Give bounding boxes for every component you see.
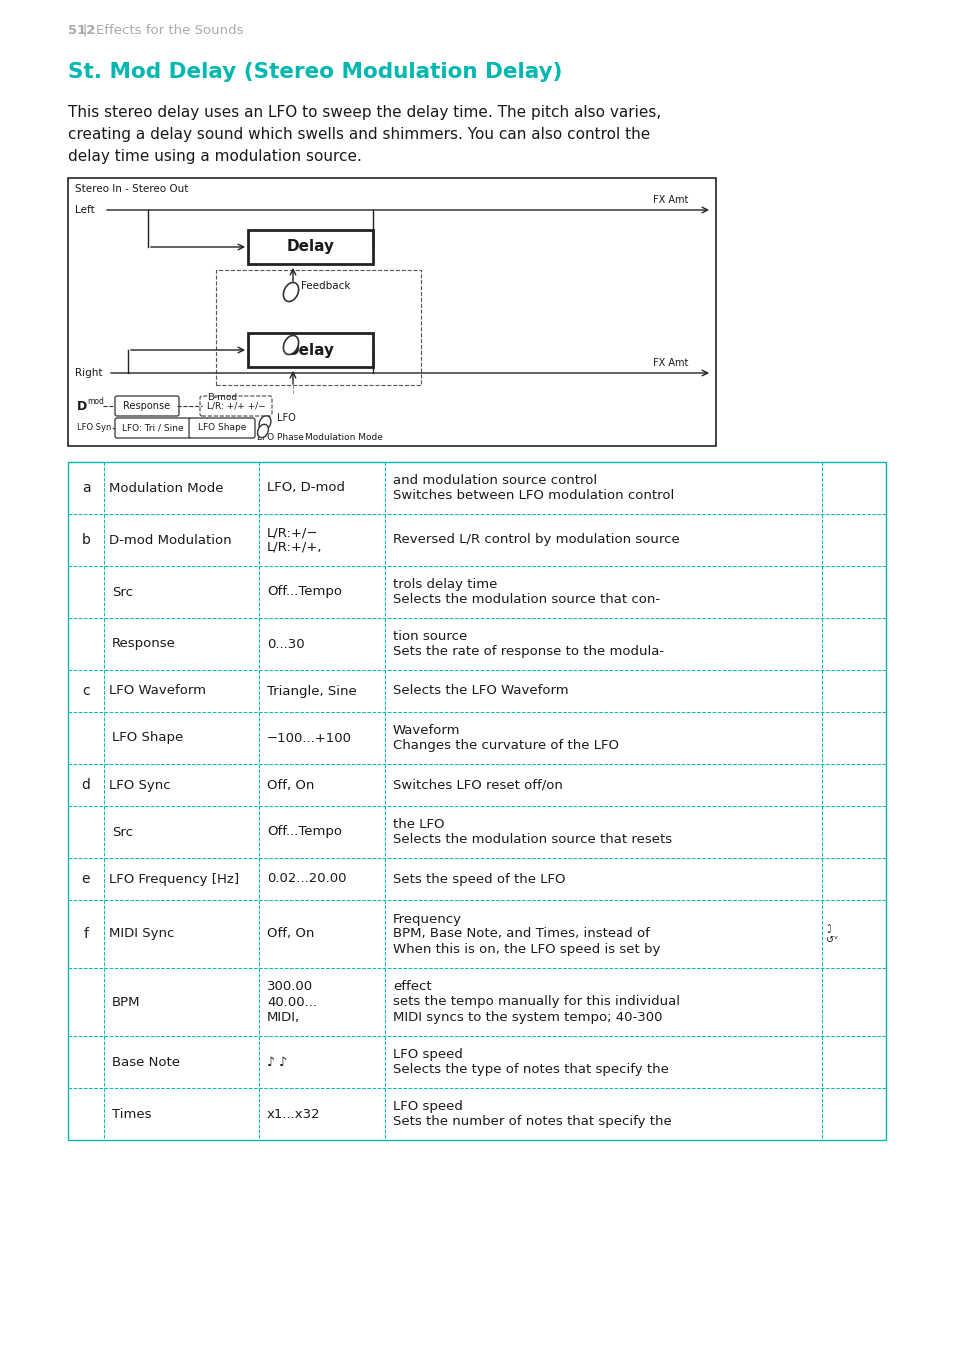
Text: mod: mod [87,397,104,405]
Text: When this is on, the LFO speed is set by: When this is on, the LFO speed is set by [393,942,659,956]
Ellipse shape [257,424,268,437]
Text: x1...x32: x1...x32 [267,1108,320,1121]
Text: Selects the type of notes that specify the: Selects the type of notes that specify t… [393,1063,668,1076]
Text: Delay: Delay [286,240,335,255]
Text: LFO, D-mod: LFO, D-mod [267,482,345,494]
Text: Frequency: Frequency [393,913,461,926]
Ellipse shape [283,336,298,355]
Text: LFO speed: LFO speed [393,1048,462,1062]
Text: LFO: Tri / Sine: LFO: Tri / Sine [122,424,184,432]
Text: MIDI,: MIDI, [267,1010,300,1024]
Text: ♪ ♪: ♪ ♪ [267,1056,287,1068]
Text: sets the tempo manually for this individual: sets the tempo manually for this individ… [393,995,679,1009]
Text: Waveform: Waveform [393,724,460,737]
Text: Reversed L/R control by modulation source: Reversed L/R control by modulation sourc… [393,533,679,547]
Text: and modulation source control: and modulation source control [393,474,597,487]
FancyBboxPatch shape [115,395,179,416]
Text: This stereo delay uses an LFO to sweep the delay time. The pitch also varies,: This stereo delay uses an LFO to sweep t… [68,104,660,119]
Text: D: D [77,399,87,413]
Text: ↺ᵛ: ↺ᵛ [825,936,838,945]
Text: BPM: BPM [112,995,140,1009]
Text: 0...30: 0...30 [267,638,304,650]
FancyBboxPatch shape [189,418,254,437]
Text: Src: Src [112,585,132,598]
Text: 512: 512 [68,23,95,37]
Text: MIDI Sync: MIDI Sync [109,927,174,941]
Text: FX Amt: FX Amt [652,357,688,368]
Text: MIDI syncs to the system tempo; 40-300: MIDI syncs to the system tempo; 40-300 [393,1010,661,1024]
Text: Src: Src [112,826,132,838]
Text: Modulation Mode: Modulation Mode [305,432,382,441]
Text: D-mod: D-mod [207,394,237,402]
Text: a: a [82,481,91,496]
Text: Selects the modulation source that resets: Selects the modulation source that reset… [393,833,672,846]
Text: delay time using a modulation source.: delay time using a modulation source. [68,149,361,164]
Bar [68,462,885,1140]
Text: 0.02...20.00: 0.02...20.00 [267,872,346,886]
Text: the LFO: the LFO [393,818,444,831]
Text: c: c [82,684,90,699]
Text: L/R:+/−: L/R:+/− [267,525,318,539]
Text: d: d [81,779,91,792]
Text: b: b [81,533,91,547]
FancyBboxPatch shape [115,418,191,437]
Text: LFO Shape: LFO Shape [112,731,183,745]
Text: Response: Response [123,401,171,412]
Ellipse shape [259,416,271,431]
Text: LFO Frequency [Hz]: LFO Frequency [Hz] [109,872,239,886]
Text: Triangle, Sine: Triangle, Sine [267,685,356,697]
Text: LFO Syn: LFO Syn [77,424,112,432]
Text: Changes the curvature of the LFO: Changes the curvature of the LFO [393,739,618,751]
Text: St. Mod Delay (Stereo Modulation Delay): St. Mod Delay (Stereo Modulation Delay) [68,62,562,83]
Text: creating a delay sound which swells and shimmers. You can also control the: creating a delay sound which swells and … [68,126,650,142]
Text: FX Amt: FX Amt [652,195,688,204]
Text: Sets the speed of the LFO: Sets the speed of the LFO [393,872,565,886]
Text: D-mod Modulation: D-mod Modulation [109,533,232,547]
Bar [68,177,716,445]
Text: LFO: LFO [276,413,295,422]
Text: LFO speed: LFO speed [393,1099,462,1113]
Text: tion source: tion source [393,630,467,643]
Text: Modulation Mode: Modulation Mode [109,482,223,494]
Text: LFO Phase: LFO Phase [256,432,304,441]
Text: trols delay time: trols delay time [393,578,497,590]
Bar [248,333,373,367]
Text: Left: Left [75,204,94,215]
Text: LFO Waveform: LFO Waveform [109,685,206,697]
Text: Stereo In - Stereo Out: Stereo In - Stereo Out [75,184,188,194]
Text: L/R: +/+ +/−: L/R: +/+ +/− [207,402,265,410]
Text: |: | [82,23,87,37]
Text: Delay: Delay [286,343,335,357]
Text: ♩̂: ♩̂ [825,925,830,936]
Text: 40.00...: 40.00... [267,995,316,1009]
Text: Off, On: Off, On [267,927,314,941]
Text: Switches between LFO modulation control: Switches between LFO modulation control [393,489,674,502]
Bar [215,269,420,385]
Text: LFO Shape: LFO Shape [197,424,246,432]
Text: −100...+100: −100...+100 [267,731,352,745]
Text: effect: effect [393,980,431,994]
Text: LFO Sync: LFO Sync [109,779,171,792]
Bar [248,230,373,264]
Text: Selects the LFO Waveform: Selects the LFO Waveform [393,685,568,697]
Text: Feedback: Feedback [301,282,350,291]
Text: Base Note: Base Note [112,1056,180,1068]
Text: Off...Tempo: Off...Tempo [267,826,341,838]
Text: Response: Response [112,638,175,650]
Text: Times: Times [112,1108,152,1121]
Text: BPM, Base Note, and Times, instead of: BPM, Base Note, and Times, instead of [393,927,649,941]
Text: f: f [84,927,89,941]
Text: 300.00: 300.00 [267,980,313,994]
Text: e: e [82,872,91,886]
Text: Off...Tempo: Off...Tempo [267,585,341,598]
Text: Selects the modulation source that con-: Selects the modulation source that con- [393,593,659,607]
Text: Off, On: Off, On [267,779,314,792]
Text: Effects for the Sounds: Effects for the Sounds [96,23,243,37]
Text: Right: Right [75,368,102,378]
Text: Sets the number of notes that specify the: Sets the number of notes that specify th… [393,1114,671,1128]
Text: L/R:+/+,: L/R:+/+, [267,542,322,554]
Text: Switches LFO reset off/on: Switches LFO reset off/on [393,779,562,792]
Text: Sets the rate of response to the modula-: Sets the rate of response to the modula- [393,645,663,658]
Ellipse shape [283,283,298,302]
